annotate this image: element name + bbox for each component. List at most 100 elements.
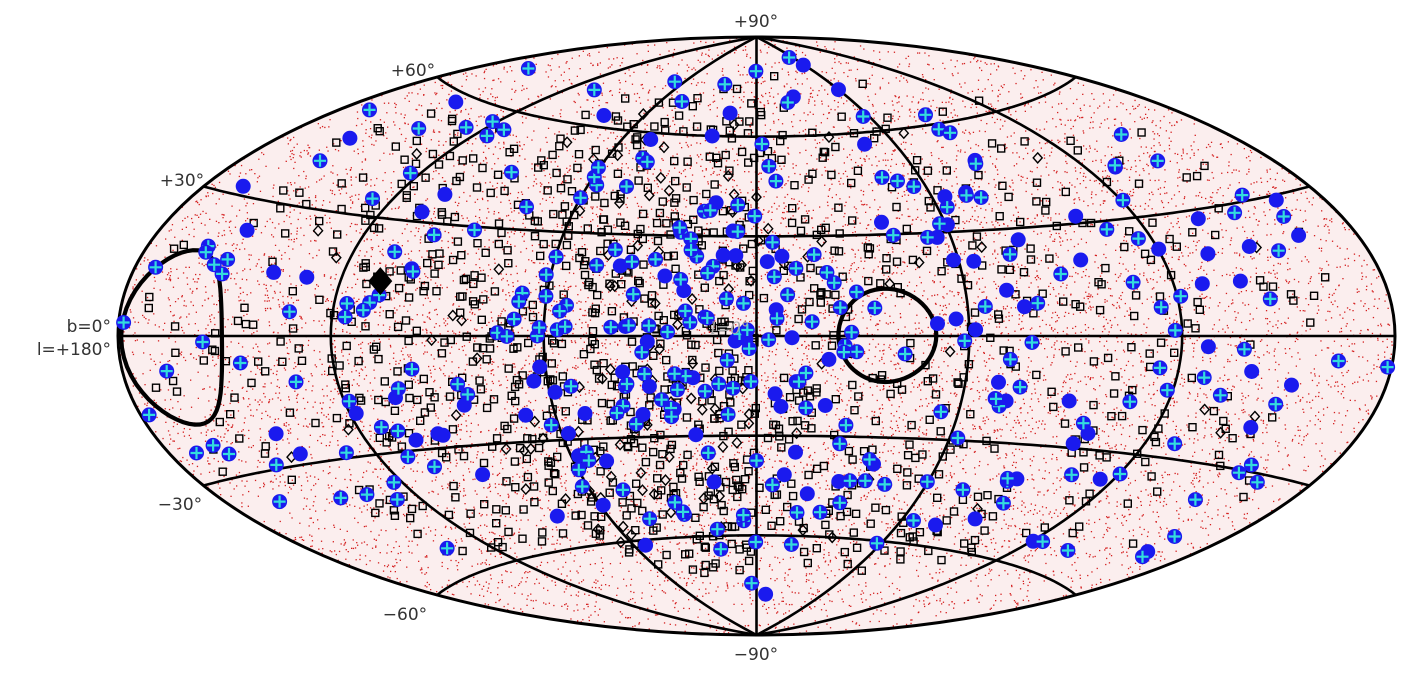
- background-point: [1207, 534, 1210, 536]
- background-point: [461, 346, 463, 348]
- background-point: [316, 284, 318, 286]
- background-point: [346, 341, 348, 343]
- background-point: [580, 621, 582, 623]
- background-point: [869, 313, 871, 315]
- background-point: [452, 226, 454, 228]
- background-point: [894, 546, 897, 548]
- background-point: [936, 246, 939, 248]
- background-point: [379, 552, 381, 554]
- background-point: [1083, 172, 1085, 175]
- background-point: [1060, 119, 1062, 121]
- background-point: [1011, 371, 1013, 373]
- background-point: [433, 170, 435, 173]
- background-point: [922, 76, 924, 78]
- background-point: [1146, 279, 1148, 282]
- background-point: [1347, 441, 1349, 443]
- background-point: [454, 296, 457, 298]
- background-point: [1193, 486, 1196, 488]
- background-point: [700, 165, 702, 167]
- background-point: [972, 185, 974, 188]
- background-point: [454, 214, 456, 216]
- background-point: [1142, 222, 1144, 224]
- background-point: [975, 106, 978, 108]
- background-point: [820, 122, 822, 124]
- background-point: [464, 369, 466, 371]
- background-point: [965, 471, 967, 474]
- background-point: [509, 537, 511, 540]
- background-point: [862, 276, 864, 278]
- background-point: [1221, 275, 1223, 277]
- background-point: [284, 406, 286, 409]
- background-point: [791, 591, 793, 593]
- background-point: [359, 443, 361, 446]
- background-point: [512, 476, 514, 478]
- background-point: [1090, 116, 1092, 119]
- background-point: [1019, 221, 1021, 223]
- background-point: [699, 203, 701, 205]
- background-point: [613, 547, 615, 549]
- background-point: [963, 408, 965, 410]
- background-point: [946, 593, 949, 595]
- background-point: [898, 97, 900, 99]
- background-point: [149, 369, 151, 371]
- background-point: [681, 130, 683, 132]
- background-point: [850, 187, 852, 189]
- background-point: [707, 613, 710, 616]
- background-point: [465, 425, 468, 427]
- background-point: [459, 429, 461, 431]
- background-point: [564, 482, 566, 484]
- background-point: [1031, 478, 1033, 480]
- background-point: [1202, 297, 1204, 299]
- background-point: [1098, 315, 1100, 317]
- background-point: [636, 504, 638, 506]
- background-point: [234, 164, 236, 167]
- background-point: [421, 342, 423, 344]
- background-point: [479, 162, 482, 164]
- background-point: [384, 228, 386, 230]
- background-point: [1342, 375, 1344, 377]
- background-point: [757, 512, 759, 514]
- background-point: [1126, 310, 1128, 312]
- background-point: [217, 311, 220, 313]
- background-point: [499, 598, 501, 601]
- background-point: [582, 579, 585, 581]
- background-point: [561, 537, 563, 539]
- background-point: [341, 188, 343, 190]
- background-point: [945, 237, 947, 239]
- background-point: [988, 532, 991, 534]
- background-point: [1266, 169, 1268, 171]
- background-point: [1133, 108, 1135, 110]
- background-point: [523, 494, 525, 496]
- background-point: [516, 141, 518, 144]
- background-point: [978, 398, 980, 400]
- background-point: [536, 578, 538, 580]
- background-point: [517, 280, 519, 282]
- background-point: [816, 168, 818, 170]
- background-point: [424, 556, 426, 558]
- background-point: [1089, 147, 1091, 149]
- background-point: [1380, 323, 1382, 325]
- background-point: [400, 113, 402, 115]
- background-point: [936, 516, 938, 518]
- background-point: [267, 414, 269, 417]
- background-point: [208, 463, 210, 465]
- background-point: [441, 561, 443, 564]
- background-point: [364, 255, 366, 257]
- background-point: [868, 60, 870, 62]
- background-point: [1289, 268, 1291, 270]
- background-point: [1151, 404, 1153, 406]
- background-point: [1073, 199, 1075, 201]
- background-point: [955, 159, 958, 161]
- background-point: [996, 326, 998, 328]
- background-point: [142, 314, 144, 317]
- background-point: [487, 604, 490, 606]
- background-point: [863, 530, 865, 533]
- background-point: [279, 291, 281, 293]
- background-point: [1097, 288, 1099, 290]
- background-point: [732, 186, 734, 188]
- background-point: [694, 559, 697, 562]
- background-point: [869, 594, 872, 596]
- background-point: [324, 373, 326, 375]
- background-point: [674, 299, 676, 301]
- background-point: [947, 401, 950, 403]
